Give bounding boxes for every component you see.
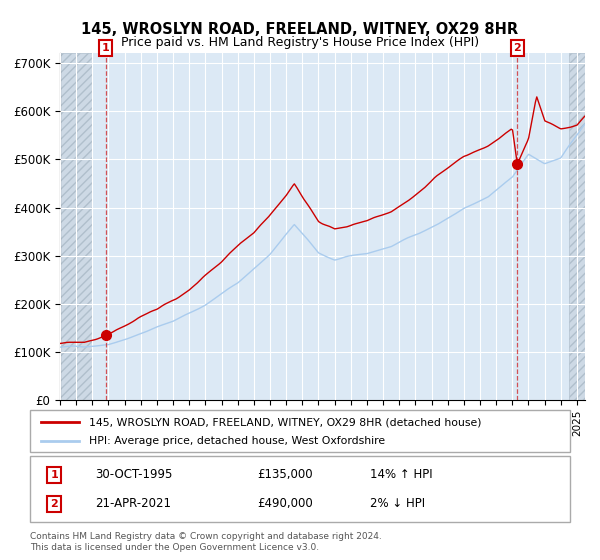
Text: £135,000: £135,000 <box>257 468 313 482</box>
Text: HPI: Average price, detached house, West Oxfordshire: HPI: Average price, detached house, West… <box>89 436 386 446</box>
Text: 30-OCT-1995: 30-OCT-1995 <box>95 468 172 482</box>
Bar <box>60 53 92 400</box>
Text: 14% ↑ HPI: 14% ↑ HPI <box>370 468 433 482</box>
Text: This data is licensed under the Open Government Licence v3.0.: This data is licensed under the Open Gov… <box>30 543 319 552</box>
Text: 1: 1 <box>50 470 58 480</box>
Text: 21-APR-2021: 21-APR-2021 <box>95 497 171 511</box>
FancyBboxPatch shape <box>30 456 570 522</box>
Text: 2: 2 <box>50 499 58 509</box>
FancyBboxPatch shape <box>30 410 570 452</box>
Text: £490,000: £490,000 <box>257 497 313 511</box>
Text: 145, WROSLYN ROAD, FREELAND, WITNEY, OX29 8HR: 145, WROSLYN ROAD, FREELAND, WITNEY, OX2… <box>82 22 518 38</box>
Text: 2% ↓ HPI: 2% ↓ HPI <box>370 497 425 511</box>
Text: Contains HM Land Registry data © Crown copyright and database right 2024.: Contains HM Land Registry data © Crown c… <box>30 532 382 541</box>
Text: 2: 2 <box>514 43 521 53</box>
Text: Price paid vs. HM Land Registry's House Price Index (HPI): Price paid vs. HM Land Registry's House … <box>121 36 479 49</box>
Text: 145, WROSLYN ROAD, FREELAND, WITNEY, OX29 8HR (detached house): 145, WROSLYN ROAD, FREELAND, WITNEY, OX2… <box>89 417 482 427</box>
Bar <box>569 53 585 400</box>
Bar <box>60 53 92 400</box>
Bar <box>569 53 585 400</box>
Text: 1: 1 <box>102 43 110 53</box>
